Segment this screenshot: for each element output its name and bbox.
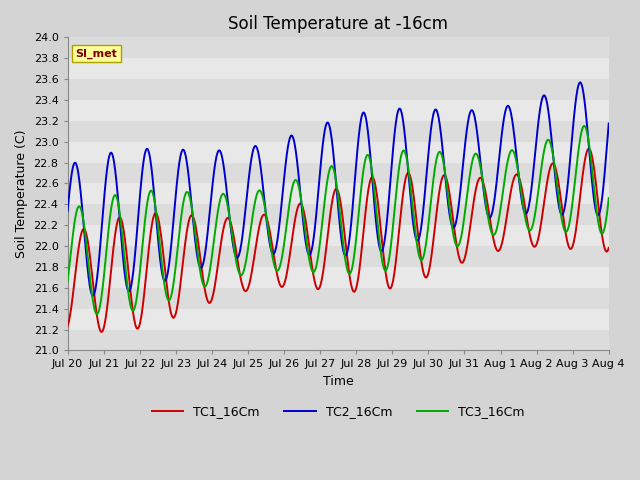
TC3_16Cm [605, 195, 612, 201]
Bar [68, 204, 609, 225]
TC1_16Cm [128, 300, 136, 306]
X-axis label: Time: Time [323, 375, 353, 388]
Bar [68, 225, 609, 246]
Title: Soil Temperature at -16cm: Soil Temperature at -16cm [228, 15, 448, 33]
TC1_16Cm [106, 280, 114, 286]
TC2_16Cm [315, 187, 323, 192]
TC1_16Cm [372, 185, 380, 191]
Bar [68, 100, 609, 121]
TC1_16Cm [294, 205, 301, 211]
Y-axis label: Soil Temperature (C): Soil Temperature (C) [15, 130, 28, 258]
TC3_16Cm [93, 311, 100, 317]
TC3_16Cm [305, 254, 312, 260]
TC3_16Cm [372, 203, 380, 209]
TC3_16Cm [64, 279, 72, 285]
TC3_16Cm [128, 307, 136, 312]
Line: TC3_16Cm: TC3_16Cm [68, 126, 609, 314]
Bar [68, 142, 609, 163]
TC2_16Cm [106, 151, 114, 157]
Bar [68, 288, 609, 309]
TC3_16Cm [294, 180, 301, 185]
Bar [68, 121, 609, 142]
TC2_16Cm [305, 252, 312, 257]
TC2_16Cm [128, 279, 136, 285]
Bar [68, 330, 609, 350]
Line: TC1_16Cm: TC1_16Cm [68, 149, 609, 332]
TC2_16Cm [577, 80, 584, 85]
Legend: TC1_16Cm, TC2_16Cm, TC3_16Cm: TC1_16Cm, TC2_16Cm, TC3_16Cm [147, 400, 530, 423]
TC2_16Cm [89, 293, 97, 299]
TC3_16Cm [580, 123, 588, 129]
TC1_16Cm [98, 329, 106, 335]
TC2_16Cm [294, 162, 301, 168]
Bar [68, 37, 609, 58]
TC1_16Cm [315, 286, 323, 292]
TC1_16Cm [585, 146, 593, 152]
Bar [68, 79, 609, 100]
Bar [68, 163, 609, 183]
Bar [68, 183, 609, 204]
Bar [68, 246, 609, 267]
TC2_16Cm [372, 218, 380, 224]
Bar [68, 309, 609, 330]
Bar [68, 58, 609, 79]
Line: TC2_16Cm: TC2_16Cm [68, 83, 609, 296]
TC3_16Cm [315, 251, 323, 257]
TC1_16Cm [605, 245, 612, 251]
TC1_16Cm [64, 324, 72, 329]
TC3_16Cm [106, 216, 114, 221]
TC2_16Cm [64, 208, 72, 214]
Text: SI_met: SI_met [76, 48, 118, 59]
TC1_16Cm [305, 240, 312, 245]
Bar [68, 267, 609, 288]
TC2_16Cm [605, 120, 612, 126]
